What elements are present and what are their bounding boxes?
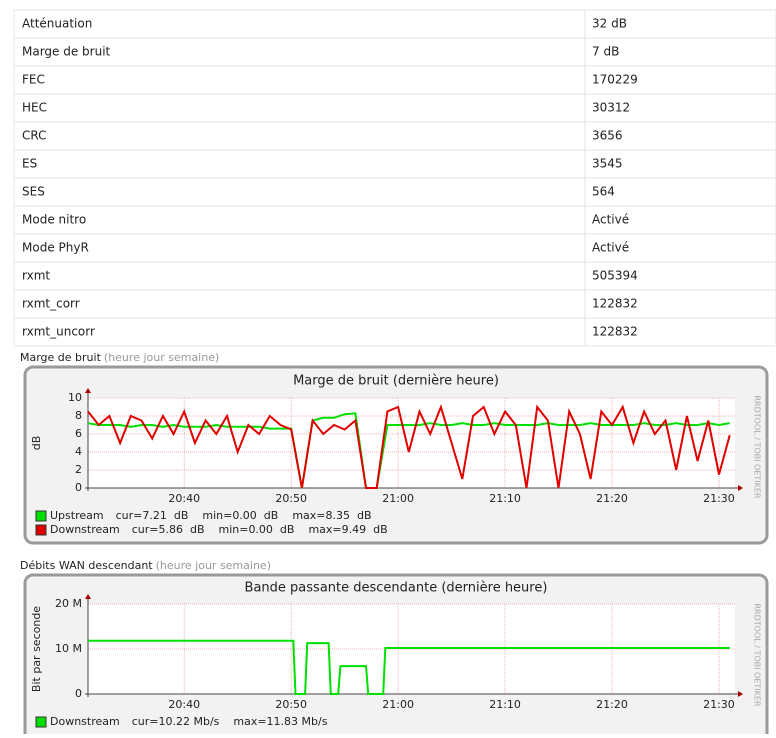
cell-value: 564 bbox=[592, 185, 615, 199]
cell-label: Marge de bruit bbox=[22, 45, 111, 59]
table-row bbox=[13, 37, 776, 67]
table-row bbox=[13, 93, 776, 123]
cell-value: 170229 bbox=[592, 73, 638, 87]
x-tick-label: 20:50 bbox=[275, 698, 307, 711]
cell-label: rxmt_corr bbox=[22, 297, 80, 311]
cell-label: Mode PhyR bbox=[22, 241, 89, 255]
legend-swatch bbox=[35, 524, 47, 536]
chart-title: Bande passante descendante (dernière heu… bbox=[245, 581, 548, 596]
y-tick-label: 0 bbox=[75, 481, 82, 494]
y-axis-label: Bit par seconde bbox=[30, 606, 43, 692]
y-tick-label: 2 bbox=[75, 463, 82, 476]
cell-label: SES bbox=[22, 185, 45, 199]
x-tick-label: 21:10 bbox=[489, 698, 521, 711]
y-tick-label: 4 bbox=[75, 445, 82, 458]
table-row bbox=[13, 205, 776, 235]
section-label: Marge de bruit bbox=[20, 351, 102, 364]
cell-value: 122832 bbox=[592, 325, 638, 339]
table-row bbox=[13, 233, 776, 263]
cell-value: 3656 bbox=[592, 129, 623, 143]
table-row bbox=[13, 317, 776, 347]
section-label: Débits WAN descendant bbox=[20, 559, 153, 572]
legend-name: Upstream bbox=[50, 509, 104, 522]
cell-value: 122832 bbox=[592, 297, 638, 311]
x-tick-label: 21:00 bbox=[382, 492, 414, 505]
x-tick-label: 21:30 bbox=[703, 698, 735, 711]
legend-swatch bbox=[35, 510, 47, 522]
x-tick-label: 21:30 bbox=[703, 492, 735, 505]
table-row bbox=[13, 65, 776, 95]
cell-label: Mode nitro bbox=[22, 213, 86, 227]
x-tick-label: 21:20 bbox=[596, 698, 628, 711]
watermark: RRDTOOL / TOBI OETIKER bbox=[753, 603, 762, 706]
legend-stats: cur=7.21 dB min=0.00 dB max=8.35 dB bbox=[116, 509, 372, 522]
legend-name: Downstream bbox=[50, 523, 120, 536]
cell-label: rxmt_uncorr bbox=[22, 325, 95, 339]
y-tick-label: 20 M bbox=[55, 597, 82, 610]
y-tick-label: 10 M bbox=[55, 642, 82, 655]
section-links[interactable]: (heure jour semaine) bbox=[104, 351, 219, 364]
table-row bbox=[13, 261, 776, 291]
cell-label: rxmt bbox=[22, 269, 50, 283]
table-row bbox=[13, 289, 776, 319]
cell-label: Atténuation bbox=[22, 17, 92, 31]
table-row bbox=[13, 149, 776, 179]
y-tick-label: 8 bbox=[75, 409, 82, 422]
cell-value: Activé bbox=[592, 213, 629, 227]
cell-value: 30312 bbox=[592, 101, 630, 115]
legend-stats: cur=5.86 dB min=0.00 dB max=9.49 dB bbox=[132, 523, 388, 536]
y-tick-label: 0 bbox=[75, 687, 82, 700]
legend-name: Downstream bbox=[50, 715, 120, 728]
watermark: RRDTOOL / TOBI OETIKER bbox=[753, 395, 762, 498]
x-tick-label: 21:00 bbox=[382, 698, 414, 711]
cell-label: CRC bbox=[22, 129, 47, 143]
y-tick-label: 10 bbox=[68, 391, 82, 404]
series-line bbox=[88, 639, 730, 695]
legend-swatch bbox=[35, 716, 47, 728]
cell-label: FEC bbox=[22, 73, 45, 87]
cell-value: 3545 bbox=[592, 157, 623, 171]
x-tick-label: 21:10 bbox=[489, 492, 521, 505]
chart-title: Marge de bruit (dernière heure) bbox=[293, 374, 499, 389]
cell-label: HEC bbox=[22, 101, 47, 115]
y-tick-label: 6 bbox=[75, 427, 82, 440]
cell-value: 32 dB bbox=[592, 17, 627, 31]
cell-label: ES bbox=[22, 157, 37, 171]
table-row bbox=[13, 121, 776, 151]
section-links[interactable]: (heure jour semaine) bbox=[156, 559, 271, 572]
x-tick-label: 21:20 bbox=[596, 492, 628, 505]
series-line bbox=[87, 403, 731, 489]
cell-value: Activé bbox=[592, 241, 629, 255]
table-row bbox=[13, 9, 776, 39]
table-row bbox=[13, 177, 776, 207]
x-tick-label: 20:40 bbox=[168, 698, 200, 711]
y-axis-label: dB bbox=[30, 436, 43, 451]
x-tick-label: 20:50 bbox=[275, 492, 307, 505]
legend-stats: cur=10.22 Mb/s max=11.83 Mb/s bbox=[132, 715, 328, 728]
series-line bbox=[87, 412, 730, 489]
cell-value: 7 dB bbox=[592, 45, 619, 59]
x-tick-label: 20:40 bbox=[168, 492, 200, 505]
cell-value: 505394 bbox=[592, 269, 638, 283]
